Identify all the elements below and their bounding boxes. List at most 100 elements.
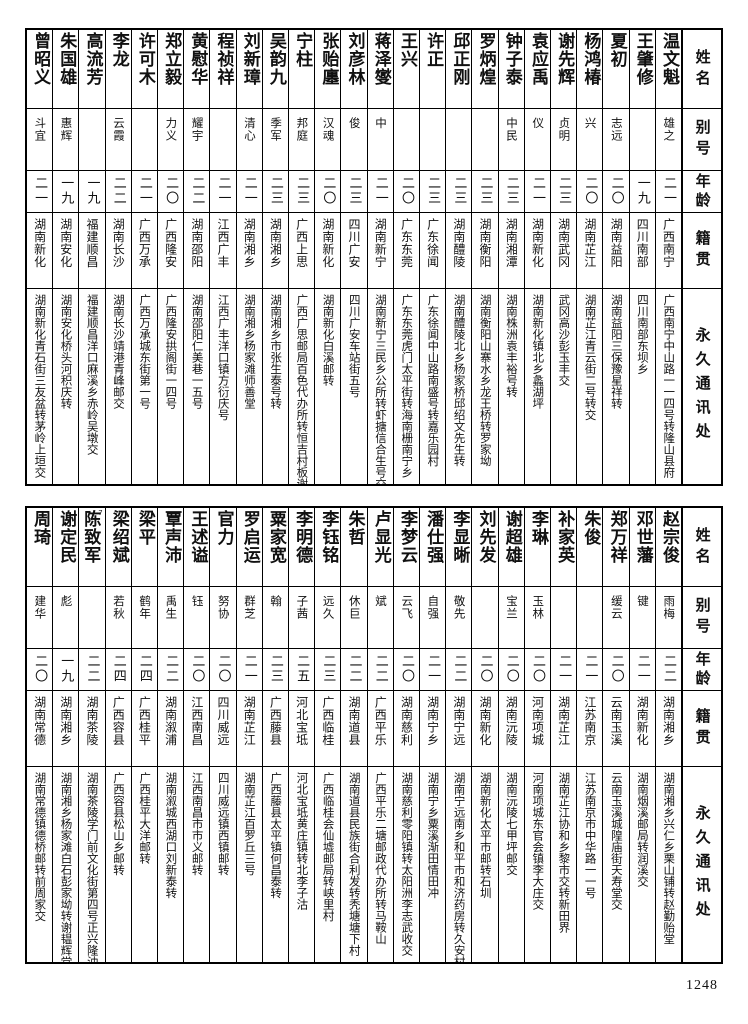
person-alias: 雨梅	[655, 586, 682, 648]
person-age: 一九	[79, 170, 105, 212]
person-name: 宁柱	[289, 30, 314, 108]
person-address-text: 河北宝坻黄庄镇转北李子沽	[295, 772, 310, 910]
person-alias-text: 努协	[216, 595, 231, 620]
person-origin: 湖南新化	[27, 212, 53, 288]
person-name-text: 李明德	[292, 510, 313, 564]
person-name-text: 刘先发	[475, 510, 496, 564]
person-age-text: 二〇	[477, 654, 493, 684]
row-label-column: 姓名 别号 年龄 籍贯 永久通讯处	[681, 30, 722, 484]
person-age-text: 二三	[451, 176, 467, 206]
person-alias-text: 仪	[531, 117, 546, 130]
person-origin: 湖南新化	[629, 690, 655, 766]
person-alias-text: 禹生	[164, 595, 179, 620]
person-name-text: 曾昭义	[30, 32, 51, 86]
person-name: 许可木	[132, 30, 157, 108]
person-alias	[551, 586, 577, 648]
person-age-text: 二〇	[320, 176, 336, 206]
person-name: 覃声沛	[158, 508, 183, 586]
person-origin-text: 湖南新化	[635, 696, 650, 746]
person-address-text: 广西藤县太平镇何昌泰转	[269, 772, 284, 899]
person-alias	[393, 108, 420, 170]
person-age-text: 二三	[267, 176, 283, 206]
person-address-text: 湖南湘乡杨家滩白石彭家坳转谢韫辉堂	[59, 772, 74, 962]
person-alias: 志远	[603, 108, 629, 170]
person-alias-text: 休巨	[347, 595, 362, 620]
row-label-age: 年龄	[683, 648, 722, 690]
person-age: 二二	[105, 170, 131, 212]
person-origin: 湖南宁乡	[420, 690, 446, 766]
person-address-text: 湖南宁远南乡和平市和济药房转久安村	[452, 772, 467, 962]
person-origin: 湖南衡阳	[472, 212, 498, 288]
person-origin: 广西平乐	[367, 690, 393, 766]
person-name-text: 罗启运	[239, 510, 260, 564]
person-age-text: 二〇	[215, 654, 231, 684]
person-age-text: 二四	[136, 654, 152, 684]
person-alias-text: 志远	[609, 117, 624, 142]
row-label-origin-text: 籍贯	[693, 230, 712, 272]
person-alias: 仪	[524, 108, 551, 170]
person-alias: 惠辉	[53, 108, 79, 170]
person-alias: 自强	[420, 586, 446, 648]
person-name-text: 王述谥	[187, 510, 208, 564]
person-alias: 鹤年	[131, 586, 158, 648]
person-origin: 湖南湘潭	[498, 212, 524, 288]
person-alias-text: 耀宇	[190, 117, 205, 142]
person-address-text: 湖南新化青石街三友盆转茅岭上垣交	[33, 294, 48, 478]
person-age-text: 二一	[425, 654, 441, 684]
person-age: 二〇	[577, 170, 603, 212]
person-age-text: 二二	[451, 654, 467, 684]
person-alias-text: 远久	[321, 595, 336, 620]
person-address-text: 湖南烟溪邮局转润溪交	[636, 772, 651, 887]
person-column: 王肇修 一九 四川南部 四川南部东坝乡	[628, 30, 655, 484]
person-age: 二二	[655, 648, 682, 690]
person-name-text: 杨鸿椿	[580, 32, 601, 86]
person-address-text: 湖南新化白溪邮转	[321, 294, 336, 386]
person-age-text: 一九	[84, 176, 100, 206]
person-name: 谢定民	[53, 508, 78, 586]
person-address: 湖南芷江百罗丘三号	[236, 766, 262, 962]
row-label-name-text: 姓名	[693, 526, 712, 569]
person-address-text: 四川威远镇西镇邮转	[216, 772, 231, 876]
person-age-text: 二二	[372, 654, 388, 684]
person-age-text: 二〇	[189, 654, 205, 684]
person-address-text: 湖南宁乡粟溪渐田情田冲	[426, 772, 441, 899]
person-name-text: 王肇修	[632, 32, 653, 86]
person-origin-text: 湖南宁远	[451, 696, 466, 746]
row-label-name: 姓名	[683, 508, 721, 586]
person-alias: 彪	[53, 586, 79, 648]
person-name-text: 刘彦林	[344, 32, 365, 86]
person-origin: 湖南道县	[341, 690, 367, 766]
person-alias: 贞明	[551, 108, 577, 170]
person-age: 二〇	[210, 648, 236, 690]
person-address-text: 武冈高沙彭玉丰交	[557, 294, 572, 386]
person-origin-text: 湖南溆浦	[163, 696, 178, 746]
person-address-text: 福建顺昌洋口麻溪乡赤岭吴墩交	[85, 294, 100, 455]
person-address-text: 云南玉溪城隍庙街天寿堂交	[609, 772, 624, 910]
person-age-text: 二五	[294, 654, 310, 684]
person-name: 王述谥	[184, 508, 209, 586]
person-origin-text: 湖南芷江	[582, 218, 597, 268]
person-age-text: 一九	[58, 176, 74, 206]
person-origin-text: 湖南慈利	[399, 696, 414, 746]
person-name-text: 李龙	[108, 32, 129, 68]
person-age-text: 二二	[84, 654, 100, 684]
person-age: 二〇	[184, 648, 210, 690]
person-alias: 宝兰	[498, 586, 524, 648]
person-age-text: 二三	[294, 176, 310, 206]
person-origin: 广西桂平	[131, 690, 158, 766]
person-column: 谢先辉 贞明 二三 湖南武冈 武冈高沙彭玉丰交	[550, 30, 577, 484]
person-origin-text: 湖南湘乡	[58, 696, 73, 746]
person-name: 罗启运	[237, 508, 262, 586]
person-alias-text: 缓云	[609, 595, 624, 620]
person-address: 湖南邵阳仁美巷一五号	[184, 288, 210, 484]
person-origin: 湖南溆浦	[158, 690, 184, 766]
person-name-text: 谢定民	[56, 510, 77, 564]
person-column: 朱哲 休巨 二二 湖南道县 湖南道县民族街合利发转秃塘塘下村	[340, 508, 367, 962]
person-age: 二三	[315, 648, 341, 690]
person-age-text: 二二	[110, 176, 126, 206]
person-origin: 广西万承	[131, 212, 158, 288]
person-column: 许正 二三 广东徐闻 广东徐闻中山路南盛号转嘉乐园村	[419, 30, 446, 484]
row-label-age-text: 年龄	[693, 173, 712, 211]
person-age-text: 一九	[634, 176, 650, 206]
person-age: 二一	[27, 170, 53, 212]
